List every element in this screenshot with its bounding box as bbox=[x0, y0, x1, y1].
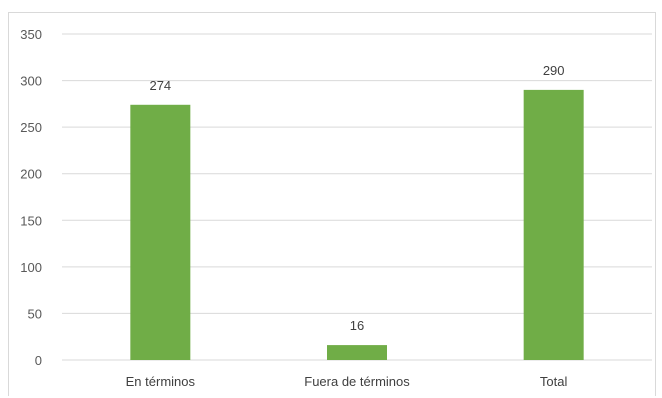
y-tick-label: 150 bbox=[20, 213, 42, 228]
y-tick-label: 200 bbox=[20, 167, 42, 182]
bar-2 bbox=[327, 345, 387, 360]
bar-1 bbox=[130, 104, 191, 360]
y-tick-label: 100 bbox=[20, 260, 42, 275]
y-axis-ticks: 0 50 100 150 200 250 300 350 bbox=[20, 27, 42, 368]
data-label: 274 bbox=[149, 78, 171, 93]
bars bbox=[130, 89, 584, 360]
data-label: 290 bbox=[543, 63, 565, 78]
y-tick-label: 300 bbox=[20, 74, 42, 89]
bar-3 bbox=[523, 89, 584, 360]
y-tick-label: 250 bbox=[20, 120, 42, 135]
y-tick-label: 50 bbox=[28, 306, 42, 321]
category-label: Total bbox=[540, 374, 568, 389]
x-axis-categories: En términos Fuera de términos Total bbox=[126, 374, 568, 389]
data-labels: 274 16 290 bbox=[149, 63, 564, 333]
category-label: Fuera de términos bbox=[304, 374, 410, 389]
y-tick-label: 350 bbox=[20, 27, 42, 42]
data-label: 16 bbox=[350, 318, 364, 333]
category-label: En términos bbox=[126, 374, 196, 389]
y-tick-label: 0 bbox=[35, 353, 42, 368]
